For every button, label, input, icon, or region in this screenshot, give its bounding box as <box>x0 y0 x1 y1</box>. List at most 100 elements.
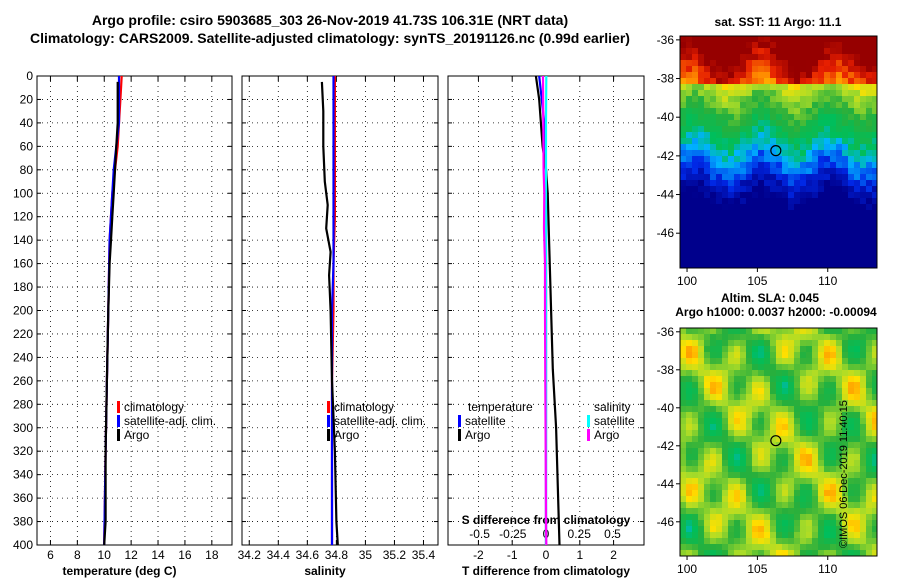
sst_map-cell <box>836 252 842 258</box>
sst_map-cell <box>776 168 782 174</box>
sst_map-cell <box>818 132 824 138</box>
sst_map-cell <box>830 120 836 126</box>
sla_map-cell <box>800 526 806 532</box>
sst_map-cell <box>740 258 746 264</box>
sst_map-cell <box>800 192 806 198</box>
sla_map-cell <box>764 490 770 496</box>
sst_map-cell <box>692 186 698 192</box>
sst_map-cell <box>680 162 686 168</box>
sst_map-cell <box>722 120 728 126</box>
sla_map-cell <box>764 526 770 532</box>
sst_map-cell <box>764 120 770 126</box>
sst_map-cell <box>704 36 710 42</box>
sla_map-cell <box>758 346 764 352</box>
sla_map-cell <box>680 520 686 526</box>
sst_map-cell <box>710 264 716 268</box>
sla_map-cell <box>776 532 782 538</box>
sst_map-cell <box>842 102 848 108</box>
sla_map-cell <box>752 382 758 388</box>
sst_map-cell <box>848 210 854 216</box>
sst_map-cell <box>722 216 728 222</box>
legend-diff-sal-label: Argo <box>594 428 620 442</box>
sst_map-cell <box>698 72 704 78</box>
sla_map-cell <box>764 514 770 520</box>
sla_map-cell <box>704 442 710 448</box>
sla_map-cell <box>776 418 782 424</box>
sla_map-cell <box>782 430 788 436</box>
sst_map-cell <box>758 72 764 78</box>
sst_map-cell <box>788 72 794 78</box>
sla_map-cell <box>746 424 752 430</box>
sst_map-cell <box>830 204 836 210</box>
sst_map-cell <box>806 114 812 120</box>
sla_map-cell <box>812 436 818 442</box>
sla_map-cell <box>692 358 698 364</box>
sst_map-cell <box>782 78 788 84</box>
sla_map-cell <box>722 352 728 358</box>
sla_map-cell <box>872 436 877 442</box>
sla_map-cell <box>848 460 854 466</box>
sla_map-cell <box>728 346 734 352</box>
sla_map-cell <box>686 424 692 430</box>
sst_map-cell <box>830 162 836 168</box>
sst_map-cell <box>842 222 848 228</box>
sst_map-cell <box>818 48 824 54</box>
sla_map-cell <box>812 418 818 424</box>
sst_map-cell <box>680 60 686 66</box>
sla_map-lat-label: -38 <box>657 363 675 377</box>
sla_map-cell <box>794 484 800 490</box>
sla_map-cell <box>698 406 704 412</box>
sla_map-cell <box>764 550 770 556</box>
sla_map-cell <box>746 478 752 484</box>
sla_map-cell <box>866 430 872 436</box>
sla_map-cell <box>872 424 877 430</box>
sla_map-cell <box>782 376 788 382</box>
sla_map-cell <box>830 544 836 550</box>
sla_map-cell <box>860 514 866 520</box>
sla_map-cell <box>728 520 734 526</box>
sst_map-cell <box>812 132 818 138</box>
sla_map-cell <box>818 376 824 382</box>
sla_map-cell <box>836 502 842 508</box>
sst_map-cell <box>704 168 710 174</box>
sst_map-cell <box>680 84 686 90</box>
sla_map-cell <box>716 448 722 454</box>
sst_map-cell <box>812 192 818 198</box>
sst_map-cell <box>830 78 836 84</box>
sst_map-cell <box>824 228 830 234</box>
sst_map-cell <box>710 258 716 264</box>
sst_map-cell <box>698 138 704 144</box>
sla_map-cell <box>842 370 848 376</box>
sla_map-cell <box>776 526 782 532</box>
sst_map-cell <box>830 192 836 198</box>
sst_map-cell <box>752 108 758 114</box>
sst_map-cell <box>746 138 752 144</box>
sla_map-cell <box>794 496 800 502</box>
sst_map-cell <box>680 156 686 162</box>
sla_map-cell <box>758 406 764 412</box>
sst_map-cell <box>818 240 824 246</box>
sla_map-cell <box>704 460 710 466</box>
sla_map-cell <box>758 538 764 544</box>
sst_map-cell <box>848 132 854 138</box>
sst_map-cell <box>812 126 818 132</box>
sst_map-cell <box>758 108 764 114</box>
sst_map-cell <box>812 234 818 240</box>
sst_map-cell <box>680 72 686 78</box>
sst_map-cell <box>788 96 794 102</box>
sst_map-cell <box>866 102 872 108</box>
sst_map-cell <box>842 234 848 240</box>
sst_map-cell <box>818 108 824 114</box>
sla_map-cell <box>764 346 770 352</box>
sla_map-cell <box>686 526 692 532</box>
sla_map-cell <box>812 472 818 478</box>
sla_map-cell <box>746 382 752 388</box>
sla_map-cell <box>710 496 716 502</box>
sla_map-cell <box>782 394 788 400</box>
sla_map-cell <box>722 370 728 376</box>
sst_map-cell <box>800 240 806 246</box>
sst_map-cell <box>710 108 716 114</box>
sla_map-cell <box>728 334 734 340</box>
sla_map-cell <box>752 520 758 526</box>
sla_map-cell <box>740 358 746 364</box>
